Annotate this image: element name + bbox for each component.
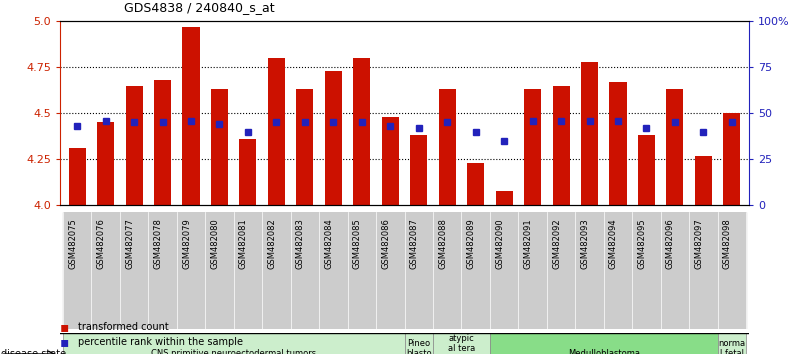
- Text: GSM482092: GSM482092: [552, 218, 561, 269]
- Text: GSM482091: GSM482091: [524, 218, 533, 269]
- Text: GSM482090: GSM482090: [495, 218, 504, 269]
- Text: GSM482082: GSM482082: [268, 218, 276, 269]
- Bar: [689, 212, 718, 329]
- Bar: [405, 333, 433, 354]
- Text: GSM482088: GSM482088: [438, 218, 447, 269]
- Text: CNS primitive neuroectodermal tumors: CNS primitive neuroectodermal tumors: [151, 349, 316, 354]
- Text: GSM482075: GSM482075: [68, 218, 77, 269]
- Bar: [154, 80, 171, 205]
- Bar: [348, 212, 376, 329]
- Bar: [723, 113, 740, 205]
- Text: GSM482085: GSM482085: [352, 218, 362, 269]
- Bar: [694, 156, 712, 205]
- Bar: [433, 212, 461, 329]
- Bar: [553, 86, 570, 205]
- Bar: [518, 212, 547, 329]
- Bar: [467, 163, 485, 205]
- Text: GSM482081: GSM482081: [239, 218, 248, 269]
- Bar: [239, 139, 256, 205]
- Text: GSM482084: GSM482084: [324, 218, 333, 269]
- Bar: [97, 122, 115, 205]
- Bar: [410, 135, 427, 205]
- Bar: [63, 333, 405, 354]
- Bar: [461, 212, 490, 329]
- Text: Pineo
blasto
ma: Pineo blasto ma: [406, 339, 432, 354]
- Bar: [604, 212, 632, 329]
- Bar: [177, 212, 205, 329]
- Text: GSM482080: GSM482080: [211, 218, 219, 269]
- Bar: [319, 212, 348, 329]
- Text: GSM482089: GSM482089: [467, 218, 476, 269]
- Text: transformed count: transformed count: [78, 322, 168, 332]
- Text: norma
l fetal
brain: norma l fetal brain: [718, 339, 746, 354]
- Text: GSM482087: GSM482087: [410, 218, 419, 269]
- Bar: [632, 212, 661, 329]
- Text: Medulloblastoma: Medulloblastoma: [568, 349, 640, 354]
- Text: GSM482098: GSM482098: [723, 218, 732, 269]
- Bar: [661, 212, 689, 329]
- Text: ▪: ▪: [60, 335, 70, 349]
- Text: ▪: ▪: [60, 320, 70, 335]
- Bar: [524, 89, 541, 205]
- Text: GSM482079: GSM482079: [182, 218, 191, 269]
- Bar: [268, 58, 285, 205]
- Text: GSM482095: GSM482095: [638, 218, 646, 269]
- Text: GSM482096: GSM482096: [666, 218, 675, 269]
- Bar: [666, 89, 683, 205]
- Text: GSM482083: GSM482083: [296, 218, 305, 269]
- Bar: [296, 89, 313, 205]
- Text: GDS4838 / 240840_s_at: GDS4838 / 240840_s_at: [124, 1, 275, 14]
- Bar: [496, 190, 513, 205]
- Bar: [262, 212, 291, 329]
- Bar: [120, 212, 148, 329]
- Bar: [575, 212, 604, 329]
- Bar: [376, 212, 405, 329]
- Text: GSM482094: GSM482094: [609, 218, 618, 269]
- Bar: [718, 333, 746, 354]
- Text: percentile rank within the sample: percentile rank within the sample: [78, 337, 243, 347]
- Bar: [638, 135, 655, 205]
- Text: disease state: disease state: [1, 349, 66, 354]
- Text: GSM482076: GSM482076: [97, 218, 106, 269]
- Bar: [91, 212, 120, 329]
- Bar: [433, 333, 490, 354]
- Text: atypic
al tera
toid/rh
abdoid: atypic al tera toid/rh abdoid: [447, 334, 476, 354]
- Bar: [324, 71, 342, 205]
- Bar: [490, 333, 718, 354]
- Bar: [148, 212, 177, 329]
- Bar: [63, 212, 91, 329]
- Bar: [211, 89, 228, 205]
- Bar: [610, 82, 626, 205]
- Bar: [69, 148, 86, 205]
- Bar: [405, 212, 433, 329]
- Text: GSM482078: GSM482078: [154, 218, 163, 269]
- Bar: [581, 62, 598, 205]
- Text: GSM482093: GSM482093: [581, 218, 590, 269]
- Bar: [183, 27, 199, 205]
- Text: GSM482077: GSM482077: [125, 218, 134, 269]
- Bar: [291, 212, 319, 329]
- Text: GSM482097: GSM482097: [694, 218, 703, 269]
- Bar: [718, 212, 746, 329]
- Text: GSM482086: GSM482086: [381, 218, 390, 269]
- Bar: [439, 89, 456, 205]
- Bar: [382, 117, 399, 205]
- Bar: [126, 86, 143, 205]
- Bar: [490, 212, 518, 329]
- Bar: [547, 212, 575, 329]
- Bar: [205, 212, 234, 329]
- Bar: [353, 58, 370, 205]
- Bar: [234, 212, 262, 329]
